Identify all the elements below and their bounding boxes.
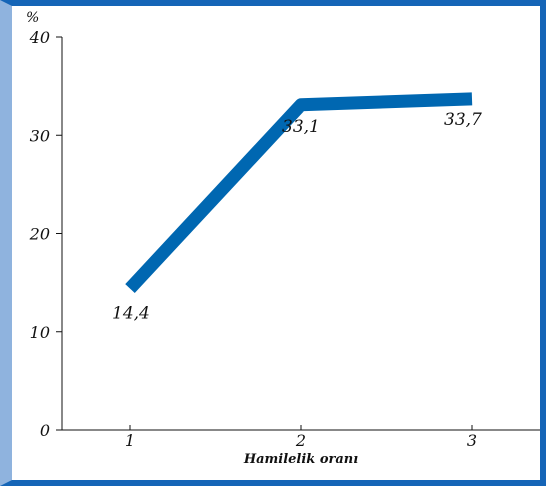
y-tick-label: 40 bbox=[29, 28, 50, 47]
y-tick-label: 10 bbox=[30, 323, 50, 342]
data-label: 33,1 bbox=[282, 117, 320, 137]
y-tick-label: 20 bbox=[29, 225, 50, 244]
data-label: 14,4 bbox=[112, 304, 150, 324]
x-tick-label: 1 bbox=[125, 431, 135, 450]
x-axis-ticks: 1 2 3 bbox=[125, 425, 477, 450]
x-tick-label: 2 bbox=[295, 431, 306, 450]
data-label: 33,7 bbox=[444, 110, 482, 130]
y-tick-label: 30 bbox=[30, 126, 50, 145]
x-axis-title: Hamilelik oranı bbox=[243, 452, 358, 467]
y-axis-ticks: 0 10 20 30 40 bbox=[29, 28, 62, 440]
data-labels: 14,4 33,1 33,7 bbox=[112, 110, 482, 324]
y-tick-label: 0 bbox=[40, 421, 50, 440]
y-axis-unit: % bbox=[26, 10, 39, 26]
series-line bbox=[125, 92, 473, 293]
series-group bbox=[125, 92, 473, 293]
x-tick-label: 3 bbox=[467, 431, 477, 450]
